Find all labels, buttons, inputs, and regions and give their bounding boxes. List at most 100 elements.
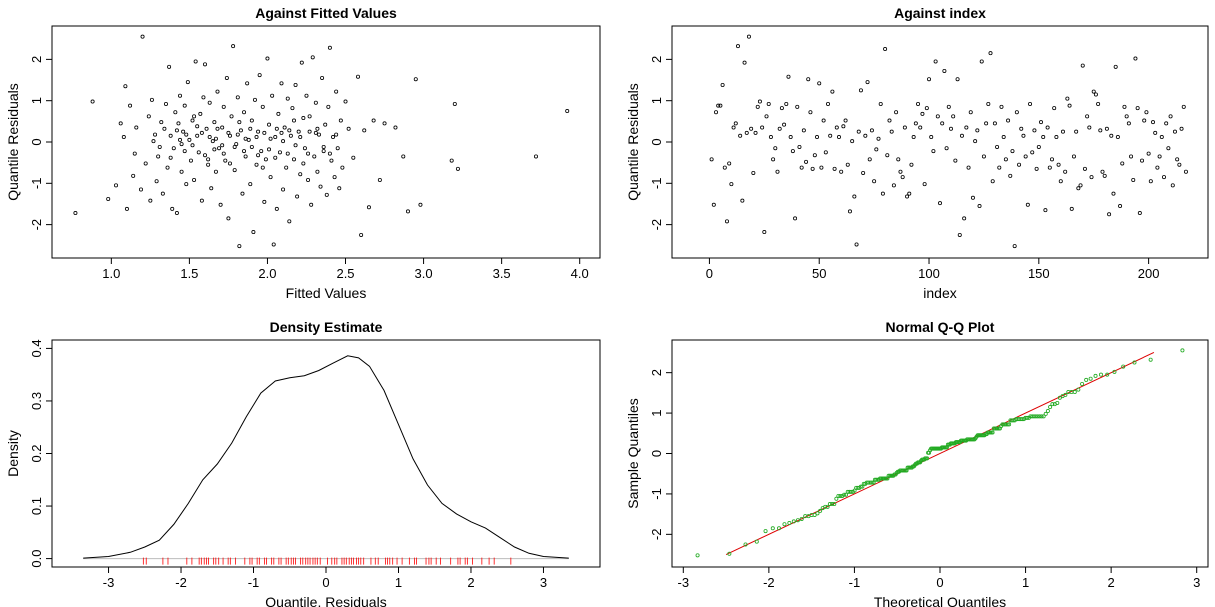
data-point	[1065, 96, 1070, 101]
data-point	[287, 219, 292, 224]
data-point	[812, 153, 817, 158]
data-point	[187, 137, 192, 142]
qq-point	[1001, 422, 1006, 427]
data-point	[872, 179, 877, 184]
data-point	[331, 135, 336, 140]
data-point	[215, 89, 220, 94]
x-tick-label: 0	[936, 575, 943, 590]
data-point	[324, 192, 329, 197]
data-point	[73, 211, 78, 216]
data-point	[885, 153, 890, 158]
data-point	[260, 165, 265, 170]
data-point	[242, 110, 247, 115]
qq-point	[1121, 364, 1126, 369]
data-point	[178, 93, 183, 98]
data-point	[243, 154, 248, 159]
qq-point	[1035, 414, 1040, 419]
data-point	[889, 129, 894, 134]
qq-point	[879, 476, 884, 481]
data-point	[986, 101, 991, 106]
x-axis-label: index	[923, 285, 956, 301]
data-point	[1153, 130, 1158, 135]
qq-point	[818, 508, 823, 513]
data-point	[1159, 135, 1164, 140]
data-point	[179, 169, 184, 174]
data-point	[182, 149, 187, 154]
data-point	[810, 166, 815, 171]
qq-point	[1093, 373, 1098, 378]
data-point	[790, 149, 795, 154]
data-point	[845, 162, 850, 167]
data-point	[1109, 133, 1114, 138]
data-point	[146, 114, 151, 119]
data-point	[916, 101, 921, 106]
data-point	[234, 142, 239, 147]
data-point	[1113, 64, 1118, 69]
data-point	[223, 158, 228, 163]
data-point	[1102, 173, 1107, 178]
data-point	[295, 194, 300, 199]
qq-point	[782, 522, 787, 527]
data-point	[1183, 169, 1188, 174]
qq-point	[1004, 422, 1009, 427]
data-point	[1003, 157, 1008, 162]
data-point	[999, 104, 1004, 109]
data-point	[291, 118, 296, 123]
data-point	[320, 75, 325, 80]
qq-point	[1033, 414, 1038, 419]
qq-point	[1072, 390, 1077, 395]
data-point	[883, 47, 888, 52]
data-point	[1010, 149, 1015, 154]
data-point	[751, 170, 756, 175]
data-point	[209, 186, 214, 191]
y-tick-label: 2	[649, 369, 664, 376]
qq-point	[743, 542, 748, 547]
data-point	[371, 118, 376, 123]
panel-against-fitted-values: Against Fitted Values Fitted Values Quanti…	[5, 5, 601, 301]
data-point	[245, 81, 250, 86]
data-point	[1087, 125, 1092, 130]
data-point	[867, 157, 872, 162]
data-point	[1142, 118, 1147, 123]
data-point	[246, 137, 251, 142]
data-point	[876, 136, 881, 141]
data-point	[273, 155, 278, 160]
data-point	[281, 139, 286, 144]
data-point	[1036, 144, 1041, 149]
data-point	[307, 114, 312, 119]
data-point	[817, 81, 822, 86]
x-tick-label: -2	[175, 575, 187, 590]
y-tick-label: 0.4	[29, 339, 44, 357]
data-point	[176, 121, 181, 126]
x-tick-label: 1	[1022, 575, 1029, 590]
data-point	[227, 161, 232, 166]
data-point	[287, 128, 292, 133]
qq-point	[1020, 417, 1025, 422]
qq-point	[1032, 414, 1037, 419]
data-point	[157, 144, 162, 149]
qq-point	[1055, 400, 1060, 405]
data-point	[212, 120, 217, 125]
y-tick-label: 0.1	[29, 497, 44, 515]
data-point	[327, 45, 332, 50]
data-point	[979, 59, 984, 64]
qq-point	[777, 526, 782, 531]
data-point	[861, 170, 866, 175]
data-point	[1039, 120, 1044, 125]
data-point	[182, 103, 187, 108]
data-point	[711, 202, 716, 207]
data-point	[850, 139, 855, 144]
data-point	[178, 137, 183, 142]
data-point	[252, 97, 257, 102]
data-point	[281, 187, 286, 192]
qq-point	[1037, 414, 1042, 419]
data-point	[779, 106, 784, 111]
data-point	[740, 198, 745, 203]
data-point	[204, 126, 209, 131]
data-point	[291, 157, 296, 162]
data-point	[323, 122, 328, 127]
data-point	[198, 111, 203, 116]
x-tick-label: 150	[1028, 266, 1050, 281]
data-point	[931, 149, 936, 154]
